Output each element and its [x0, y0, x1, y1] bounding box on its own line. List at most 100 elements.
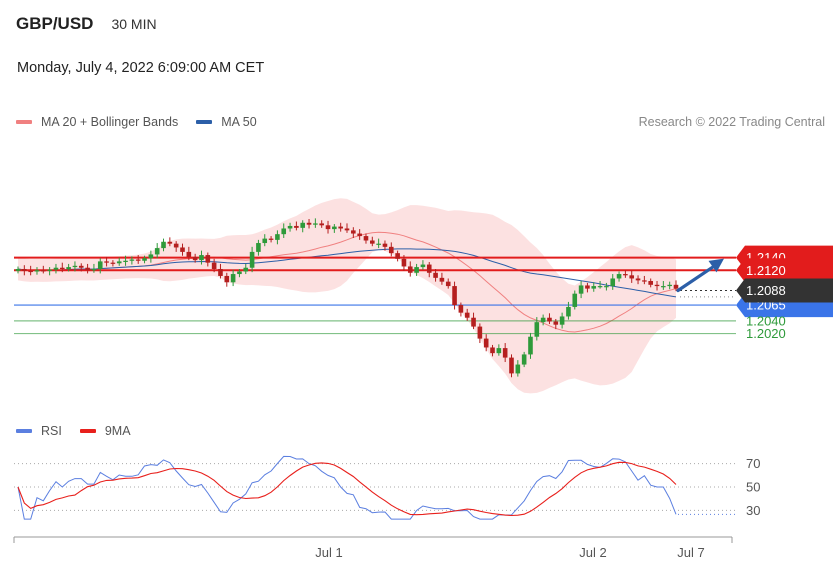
- candle-body: [28, 270, 33, 273]
- candle: [294, 221, 299, 231]
- current-price-label: 1.2088: [746, 283, 786, 298]
- candle-body: [616, 274, 622, 279]
- candle-body: [502, 348, 508, 358]
- candle-body: [597, 286, 603, 288]
- candle: [471, 312, 476, 330]
- candle-body: [15, 268, 21, 271]
- candle-body: [433, 272, 438, 278]
- candle: [591, 282, 597, 292]
- candle-body: [237, 271, 242, 275]
- candle: [135, 255, 141, 264]
- ma9-swatch-icon: [79, 429, 96, 433]
- candle: [59, 262, 65, 273]
- candle: [433, 268, 438, 282]
- candle: [610, 274, 616, 290]
- candle: [388, 242, 394, 257]
- candle: [104, 256, 109, 267]
- forecast-arrow-icon: [676, 258, 724, 293]
- candle: [110, 260, 116, 267]
- candle: [357, 229, 362, 240]
- candle: [642, 275, 647, 285]
- candle-body: [319, 223, 324, 226]
- candle: [268, 236, 274, 243]
- candle: [439, 272, 445, 285]
- candle: [28, 265, 33, 276]
- rsi-legend: RSI 9MA: [16, 424, 149, 438]
- candle-body: [667, 284, 672, 287]
- candle-body: [262, 238, 268, 244]
- timeframe-label[interactable]: 30 MIN: [111, 16, 157, 32]
- legend-ma20-label: MA 20 + Bollinger Bands: [41, 115, 179, 129]
- candle: [578, 281, 584, 299]
- candle-body: [540, 317, 546, 323]
- candle-body: [325, 225, 331, 230]
- candle-body: [642, 280, 647, 282]
- candle-body: [585, 285, 590, 289]
- candle: [306, 218, 312, 229]
- candle-body: [59, 267, 65, 269]
- candle: [148, 250, 154, 263]
- level-tag-1: 1.2120: [736, 258, 833, 283]
- candle: [540, 314, 546, 326]
- candle-body: [357, 233, 362, 237]
- level-label-4: 1.2020: [746, 326, 786, 341]
- candle: [351, 227, 356, 238]
- candle-body: [34, 270, 40, 272]
- candle-body: [85, 267, 90, 271]
- candle-body: [243, 267, 249, 272]
- candle-body: [572, 293, 578, 307]
- candle: [648, 278, 653, 288]
- candle: [287, 222, 293, 232]
- level-label-3: 1.2040: [746, 313, 786, 328]
- candle: [376, 238, 381, 249]
- candle: [559, 312, 565, 329]
- candle-body: [351, 230, 356, 234]
- candle-body: [509, 357, 514, 374]
- candle-body: [528, 336, 533, 355]
- candle-body: [521, 354, 527, 365]
- candle: [661, 281, 666, 290]
- candle: [509, 354, 514, 378]
- candle: [338, 222, 343, 232]
- ma20-swatch-icon: [16, 120, 32, 124]
- current-price-bg: [736, 278, 833, 303]
- candle: [230, 269, 236, 287]
- candle: [420, 260, 426, 270]
- ma50-swatch-icon: [196, 120, 213, 124]
- candle: [572, 290, 578, 310]
- candle: [256, 239, 261, 256]
- candle: [464, 308, 470, 321]
- candle: [616, 271, 622, 282]
- candle-body: [464, 312, 470, 318]
- legend-9ma: 9MA: [79, 424, 131, 438]
- candle: [85, 263, 90, 274]
- candles-group: [15, 218, 679, 378]
- candle: [167, 237, 173, 247]
- candle-body: [363, 236, 369, 241]
- candle-body: [661, 286, 666, 288]
- candle: [382, 240, 388, 251]
- candle: [66, 263, 71, 272]
- rsi-tick-label: 30: [746, 503, 760, 518]
- candle-body: [401, 258, 407, 267]
- candle-body: [420, 264, 426, 268]
- candle: [300, 220, 306, 233]
- candle-body: [635, 278, 641, 281]
- candle-body: [300, 222, 306, 228]
- forecast-arrow-shaft: [676, 261, 720, 293]
- candle: [528, 332, 533, 359]
- candle-body: [129, 259, 135, 261]
- rsi-line: [17, 455, 677, 520]
- candle-body: [167, 241, 173, 244]
- candle-body: [22, 268, 27, 271]
- candle: [445, 278, 451, 289]
- candle-body: [313, 223, 318, 225]
- candle-body: [306, 222, 312, 225]
- candle: [116, 257, 122, 266]
- candle: [72, 261, 78, 272]
- candle-body: [268, 238, 274, 240]
- candle: [224, 272, 230, 287]
- candle-body: [281, 228, 287, 235]
- candle: [22, 265, 27, 276]
